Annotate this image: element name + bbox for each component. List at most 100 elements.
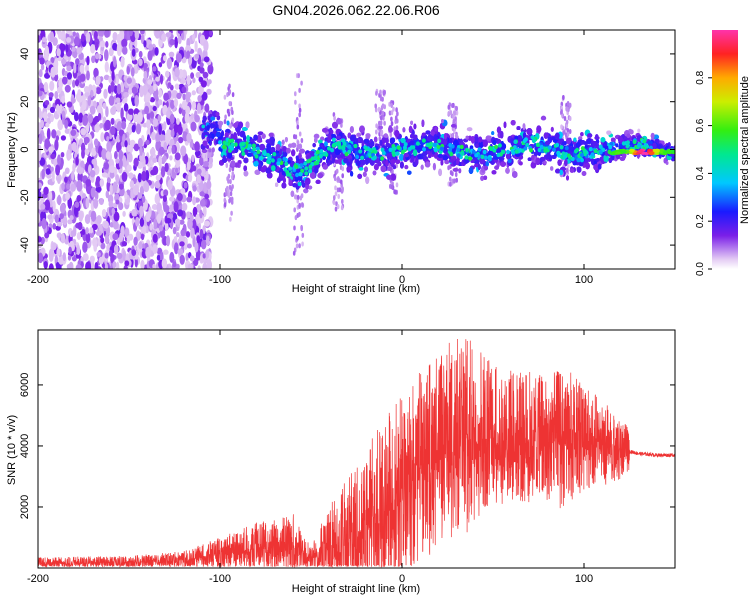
heatmap-cell — [80, 160, 85, 168]
heatmap-cell — [155, 174, 161, 181]
heatmap-cell — [560, 109, 563, 115]
heatmap-cell — [144, 105, 150, 115]
heatmap-cell — [67, 197, 73, 210]
heatmap-cell — [181, 86, 187, 93]
heatmap-cell — [540, 115, 547, 121]
heatmap-cell — [60, 151, 65, 158]
heatmap-cell — [50, 166, 54, 172]
heatmap-cell — [131, 249, 137, 256]
heatmap-cell — [71, 46, 76, 52]
heatmap-cell — [393, 189, 396, 195]
heatmap-cell — [175, 52, 182, 63]
heatmap-cell — [115, 75, 120, 85]
heatmap-cell — [116, 261, 120, 269]
heatmap-cell — [41, 168, 45, 180]
heatmap-cell — [74, 112, 79, 122]
heatmap-cell — [301, 202, 304, 208]
heatmap-cell — [340, 179, 343, 185]
heatmap-cell — [177, 125, 183, 136]
heatmap-cell — [164, 162, 169, 173]
heatmap-cell — [76, 232, 81, 241]
heatmap-cell — [209, 30, 213, 37]
heatmap-cell — [95, 186, 102, 193]
heatmap-cell — [108, 47, 114, 57]
heatmap-cell — [67, 255, 72, 261]
heatmap-cell — [150, 169, 157, 176]
heatmap-cell — [229, 191, 233, 197]
heatmap-cell — [298, 131, 302, 137]
heatmap-cell — [291, 149, 296, 157]
heatmap-cell — [62, 252, 66, 262]
heatmap-cell — [451, 103, 454, 108]
heatmap-cell — [494, 165, 499, 170]
heatmap-cell — [203, 160, 209, 168]
heatmap-cell — [44, 99, 50, 106]
heatmap-cell — [96, 215, 102, 225]
heatmap-cell — [118, 159, 123, 169]
heatmap-cell — [78, 112, 84, 123]
heatmap-cell — [76, 244, 81, 256]
heatmap-cell — [565, 119, 569, 125]
heatmap-cell — [65, 183, 71, 190]
heatmap-cell — [143, 40, 147, 48]
heatmap-cell — [152, 244, 158, 254]
heatmap-cell — [68, 153, 72, 160]
heatmap-cell — [38, 212, 41, 224]
heatmap-cell — [151, 203, 158, 211]
heatmap-cell — [77, 259, 82, 265]
heatmap-cell — [159, 73, 164, 85]
heatmap-cell — [108, 95, 115, 106]
heatmap-cell — [225, 163, 229, 168]
heatmap-cell — [131, 48, 136, 57]
heatmap-cell — [68, 246, 72, 255]
heatmap-cell — [142, 84, 148, 96]
heatmap-cell — [41, 217, 47, 230]
heatmap-cell — [176, 192, 183, 202]
heatmap-cell — [70, 183, 76, 192]
heatmap-cell — [580, 132, 584, 137]
heatmap-cell — [297, 73, 301, 79]
heatmap-cell — [94, 261, 99, 269]
heatmap-cell — [38, 90, 43, 97]
heatmap-cell — [162, 194, 167, 203]
heatmap-cell — [77, 171, 83, 183]
heatmap-cell — [230, 210, 233, 216]
heatmap-cell — [184, 112, 190, 124]
heatmap-cell — [383, 120, 386, 126]
heatmap-cell — [340, 122, 343, 128]
heatmap-cell — [100, 132, 105, 142]
heatmap-cell — [192, 196, 197, 206]
heatmap-cell — [199, 191, 206, 197]
heatmap-cell — [170, 129, 175, 138]
heatmap-cell — [191, 165, 197, 172]
heatmap-cell — [75, 253, 81, 259]
heatmap-cell — [380, 129, 384, 135]
heatmap-cell — [455, 177, 459, 183]
heatmap-cell — [181, 100, 188, 111]
heatmap-cell — [175, 232, 180, 238]
heatmap-cell — [51, 170, 55, 183]
heatmap-cell — [458, 168, 462, 174]
heatmap-cell — [167, 213, 174, 220]
heatmap-cell — [113, 211, 120, 222]
heatmap-cell — [134, 94, 140, 107]
heatmap-cell — [177, 35, 182, 45]
heatmap-cell — [115, 174, 120, 184]
heatmap-cell — [57, 177, 61, 184]
heatmap-cell — [180, 188, 186, 195]
heatmap-cell — [115, 199, 120, 205]
heatmap-cell — [38, 149, 42, 162]
heatmap-cell — [56, 232, 62, 239]
heatmap-cell — [202, 253, 206, 259]
heatmap-cell — [86, 70, 90, 81]
heatmap-cell — [138, 50, 143, 58]
heatmap-cell — [166, 57, 173, 70]
heatmap-cell — [65, 37, 72, 43]
heatmap-cell — [72, 162, 76, 173]
heatmap-cell — [79, 64, 85, 74]
heatmap-cell — [149, 111, 155, 119]
heatmap-cell — [337, 194, 341, 199]
heatmap-cell — [112, 42, 118, 51]
heatmap-cell — [169, 196, 175, 202]
